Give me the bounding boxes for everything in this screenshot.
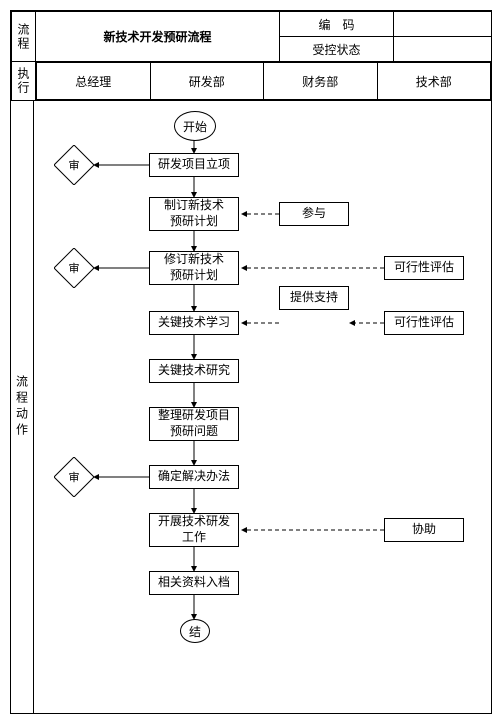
status-value	[394, 37, 492, 62]
end-node: 结	[180, 619, 210, 643]
node-n3: 修订新技术 预研计划	[149, 251, 239, 285]
swim-area: 开始 结 研发项目立项 制订新技术 预研计划 修订新技术 预研计划 关键技术学习…	[34, 101, 491, 713]
body: 流程动作	[11, 101, 491, 713]
node-n7: 确定解决办法	[149, 465, 239, 489]
decision-1: 审	[54, 145, 94, 185]
node-n4: 关键技术学习	[149, 311, 239, 335]
node-t3: 协助	[384, 518, 464, 542]
lane-2: 财务部	[264, 63, 378, 100]
node-n9: 相关资料入档	[149, 571, 239, 595]
lane-3: 技术部	[377, 63, 491, 100]
node-p1: 参与	[279, 202, 349, 226]
node-n8: 开展技术研发 工作	[149, 513, 239, 547]
node-n5: 关键技术研究	[149, 359, 239, 383]
node-p2: 提供支持	[279, 286, 349, 310]
start-node: 开始	[174, 111, 216, 141]
flow-diagram: 流程 新技术开发预研流程 编 码 受控状态 执行 总经理 研发部 财务部 技术部	[10, 10, 492, 714]
decision-3: 审	[54, 457, 94, 497]
flow-title: 新技术开发预研流程	[36, 12, 280, 62]
lane-0: 总经理	[37, 63, 151, 100]
exec-label: 执行	[12, 62, 36, 101]
decision-2: 审	[54, 248, 94, 288]
node-t2: 可行性评估	[384, 311, 464, 335]
node-n1: 研发项目立项	[149, 153, 239, 177]
status-label: 受控状态	[280, 37, 394, 62]
side-label-text: 流程动作	[14, 375, 31, 439]
flow-label: 流程	[12, 12, 36, 62]
code-value	[394, 12, 492, 37]
node-t1: 可行性评估	[384, 256, 464, 280]
node-n6: 整理研发项目 预研问题	[149, 407, 239, 441]
node-n2: 制订新技术 预研计划	[149, 197, 239, 231]
code-label: 编 码	[280, 12, 394, 37]
side-label: 流程动作	[11, 101, 34, 713]
lane-1: 研发部	[150, 63, 264, 100]
connectors	[34, 101, 491, 713]
header-table: 流程 新技术开发预研流程 编 码 受控状态 执行 总经理 研发部 财务部 技术部	[11, 11, 492, 101]
